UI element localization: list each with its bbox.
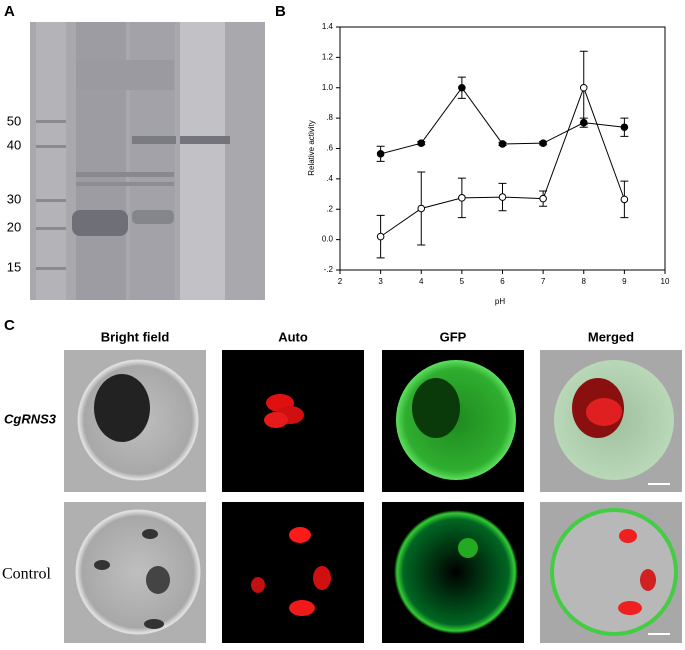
x-tick-label: 9 (622, 277, 627, 286)
y-tick-label: 1.2 (322, 52, 334, 61)
data-point (417, 204, 426, 213)
data-point (579, 83, 588, 92)
gel (30, 22, 265, 300)
y-tick-label: .8 (326, 113, 333, 122)
column-label: Merged (588, 329, 634, 344)
x-tick-label: 8 (582, 277, 587, 286)
plot-frame (339, 26, 666, 271)
y-axis-label: Relative activity (307, 120, 316, 176)
y-tick-label: .4 (326, 174, 333, 183)
y-tick-label: .6 (326, 144, 333, 153)
data-point (620, 195, 629, 204)
x-tick-label: 5 (460, 277, 465, 286)
data-point (417, 139, 426, 147)
x-tick-label: 3 (378, 277, 383, 286)
lane-label: M (47, 4, 58, 19)
y-tick-label: 1.0 (322, 83, 334, 92)
marker-label: 30 (7, 191, 21, 206)
panel-label: A (4, 3, 15, 20)
series-line (380, 86, 625, 237)
micrographs (64, 350, 682, 643)
data-point (458, 194, 466, 202)
marker-label: 40 (7, 137, 21, 152)
data-point (376, 232, 385, 241)
data-point (498, 140, 507, 148)
y-tick-label: 0.0 (322, 235, 334, 244)
x-tick-label: 7 (541, 277, 546, 286)
lane-label: 2 (192, 4, 199, 19)
data-point (539, 194, 547, 203)
x-tick-label: 10 (661, 277, 670, 286)
data-point (539, 139, 547, 147)
panel-label: C (4, 317, 15, 334)
row-label: CgRNS3 (4, 411, 57, 426)
data-point (620, 123, 629, 132)
x-tick-label: 2 (338, 277, 343, 286)
marker-label: 20 (7, 219, 21, 234)
data-point (376, 150, 385, 158)
panel-label: B (275, 3, 286, 20)
lane-label: 1 (146, 4, 153, 19)
y-tick-label: .2 (326, 204, 333, 213)
y-tick-label: -.2 (324, 265, 334, 274)
column-label: GFP (440, 329, 467, 344)
x-tick-label: 4 (419, 277, 424, 286)
data-point (498, 193, 507, 201)
column-label: Auto (278, 329, 308, 344)
column-label: Bright field (101, 329, 170, 344)
marker-label: 15 (7, 259, 21, 274)
x-axis-label: pH (495, 297, 505, 306)
data-point (458, 83, 466, 92)
lane-label: CK (93, 4, 112, 19)
marker-label: 50 (7, 113, 21, 128)
x-tick-label: 6 (500, 277, 505, 286)
row-label: Control (2, 566, 51, 583)
y-tick-label: 1.4 (322, 22, 334, 31)
